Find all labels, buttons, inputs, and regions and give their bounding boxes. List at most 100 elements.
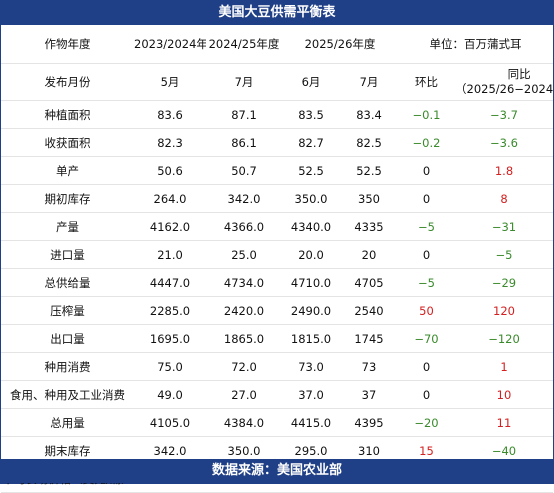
value-2023-may: 82.3 [134, 128, 206, 157]
value-2024-jul: 4384.0 [206, 408, 282, 437]
value-2025-jun: 4340.0 [282, 212, 340, 241]
mom-change: 50 [398, 296, 455, 325]
release-month-label: 发布月份 [1, 63, 134, 101]
data-source-footer: 数据来源：美国农业部 [1, 459, 553, 483]
value-2025-jul: 4705 [340, 268, 398, 297]
value-2024-jul: 342.0 [206, 184, 282, 213]
value-2025-jul: 83.4 [340, 100, 398, 129]
mom-change: 0 [398, 352, 455, 381]
mom-change: −20 [398, 408, 455, 437]
value-2025-jun: 52.5 [282, 156, 340, 185]
table-row: 单产 50.6 50.7 52.5 52.5 0 1.8 [1, 156, 553, 185]
row-label: 种用消费 [1, 352, 134, 381]
row-label: 单产 [1, 156, 134, 185]
row-label: 总用量 [1, 408, 134, 437]
value-2024-jul: 2420.0 [206, 296, 282, 325]
table-row: 食用、种用及工业消费 49.0 27.0 37.0 37 0 10 [1, 380, 553, 409]
value-2025-jul: 82.5 [340, 128, 398, 157]
value-2023-may: 50.6 [134, 156, 206, 185]
table-row: 出口量 1695.0 1865.0 1815.0 1745 −70 −120 [1, 324, 553, 353]
yoy-change: −5 [455, 240, 553, 269]
mom-change: −5 [398, 268, 455, 297]
supply-demand-table: 作物年度 2023/2024年度 2024/25年度 2025/26年度 单位：… [1, 25, 553, 493]
yoy-change: −3.7 [455, 100, 553, 129]
year-2025-header: 2025/26年度 [282, 25, 398, 64]
value-2023-may: 21.0 [134, 240, 206, 269]
row-label: 压榨量 [1, 296, 134, 325]
value-2025-jun: 2490.0 [282, 296, 340, 325]
row-label: 食用、种用及工业消费 [1, 380, 134, 409]
mom-change: −0.2 [398, 128, 455, 157]
yoy-change: 1 [455, 352, 553, 381]
value-2025-jul: 2540 [340, 296, 398, 325]
value-2023-may: 2285.0 [134, 296, 206, 325]
yoy-header: 同比（2025/26−2024/25） [455, 63, 553, 101]
value-2023-may: 4447.0 [134, 268, 206, 297]
value-2025-jul: 350 [340, 184, 398, 213]
value-2024-jul: 50.7 [206, 156, 282, 185]
yoy-change: 8 [455, 184, 553, 213]
value-2023-may: 83.6 [134, 100, 206, 129]
year-2024-header: 2024/25年度 [206, 25, 282, 64]
month-1-header: 5月 [134, 63, 206, 101]
value-2025-jun: 37.0 [282, 380, 340, 409]
value-2025-jul: 4395 [340, 408, 398, 437]
mom-change: 0 [398, 156, 455, 185]
table-row: 产量 4162.0 4366.0 4340.0 4335 −5 −31 [1, 212, 553, 241]
yoy-change: 10 [455, 380, 553, 409]
value-2025-jul: 1745 [340, 324, 398, 353]
table-row: 总供给量 4447.0 4734.0 4710.0 4705 −5 −29 [1, 268, 553, 297]
mom-change: 0 [398, 240, 455, 269]
value-2024-jul: 4366.0 [206, 212, 282, 241]
mom-change: −0.1 [398, 100, 455, 129]
value-2023-may: 4105.0 [134, 408, 206, 437]
value-2025-jun: 83.5 [282, 100, 340, 129]
value-2023-may: 49.0 [134, 380, 206, 409]
table-row: 压榨量 2285.0 2420.0 2490.0 2540 50 120 [1, 296, 553, 325]
month-2-header: 7月 [206, 63, 282, 101]
row-label: 进口量 [1, 240, 134, 269]
mom-change: −5 [398, 212, 455, 241]
value-2024-jul: 72.0 [206, 352, 282, 381]
value-2025-jun: 73.0 [282, 352, 340, 381]
mom-header: 环比 [398, 63, 455, 101]
yoy-sub-label: （2025/26−2024/25） [455, 82, 553, 96]
yoy-label: 同比 [507, 67, 531, 81]
value-2024-jul: 86.1 [206, 128, 282, 157]
month-4-header: 7月 [340, 63, 398, 101]
yoy-change: 11 [455, 408, 553, 437]
value-2024-jul: 27.0 [206, 380, 282, 409]
mom-change: 0 [398, 184, 455, 213]
table-row: 进口量 21.0 25.0 20.0 20 0 −5 [1, 240, 553, 269]
mom-change: 0 [398, 380, 455, 409]
row-label: 产量 [1, 212, 134, 241]
value-2025-jul: 37 [340, 380, 398, 409]
value-2024-jul: 25.0 [206, 240, 282, 269]
yoy-change: −31 [455, 212, 553, 241]
crop-year-label: 作物年度 [1, 25, 134, 64]
value-2023-may: 75.0 [134, 352, 206, 381]
table-row: 总用量 4105.0 4384.0 4415.0 4395 −20 11 [1, 408, 553, 437]
header-row-years: 作物年度 2023/2024年度 2024/25年度 2025/26年度 单位：… [1, 25, 553, 64]
row-label: 期初库存 [1, 184, 134, 213]
value-2024-jul: 87.1 [206, 100, 282, 129]
value-2023-may: 264.0 [134, 184, 206, 213]
value-2023-may: 1695.0 [134, 324, 206, 353]
mom-change: −70 [398, 324, 455, 353]
value-2025-jul: 4335 [340, 212, 398, 241]
header-row-months: 发布月份 5月 7月 6月 7月 环比 同比（2025/26−2024/25） [1, 63, 553, 101]
month-3-header: 6月 [282, 63, 340, 101]
row-label: 出口量 [1, 324, 134, 353]
yoy-change: −120 [455, 324, 553, 353]
row-label: 收获面积 [1, 128, 134, 157]
table-title: 美国大豆供需平衡表 [1, 1, 553, 25]
value-2024-jul: 4734.0 [206, 268, 282, 297]
table-row: 种用消费 75.0 72.0 73.0 73 0 1 [1, 352, 553, 381]
table-row: 收获面积 82.3 86.1 82.7 82.5 −0.2 −3.6 [1, 128, 553, 157]
value-2024-jul: 1865.0 [206, 324, 282, 353]
year-2023-header: 2023/2024年度 [134, 25, 206, 64]
yoy-change: 1.8 [455, 156, 553, 185]
yoy-change: 120 [455, 296, 553, 325]
value-2025-jun: 4415.0 [282, 408, 340, 437]
